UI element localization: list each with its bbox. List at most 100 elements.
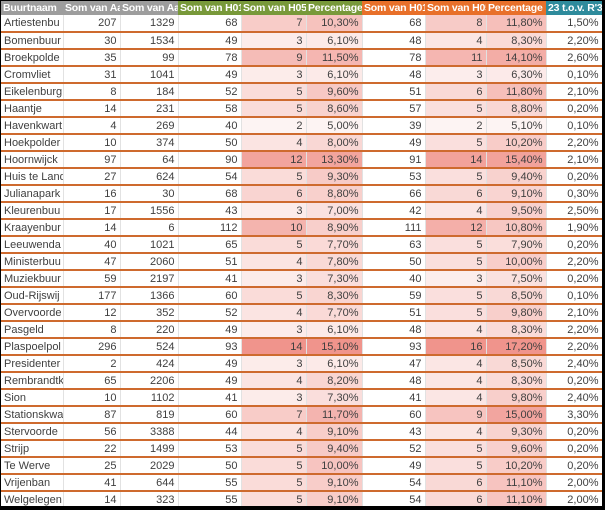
- value-cell[interactable]: 352: [120, 304, 179, 322]
- value-cell[interactable]: 0,20%: [546, 423, 602, 441]
- value-cell[interactable]: 2,10%: [546, 151, 602, 169]
- value-cell[interactable]: 3,30%: [546, 406, 602, 424]
- buurt-name-cell[interactable]: Haantje: [1, 100, 64, 118]
- value-cell[interactable]: 1021: [120, 236, 179, 254]
- buurt-name-cell[interactable]: Plaspoelpol: [1, 338, 64, 356]
- buurt-name-cell[interactable]: Rembrandtk: [1, 372, 64, 390]
- value-cell[interactable]: 5: [241, 491, 307, 506]
- value-cell[interactable]: 54: [178, 168, 242, 186]
- value-cell[interactable]: 87: [63, 406, 121, 424]
- value-cell[interactable]: 40: [362, 270, 426, 288]
- value-cell[interactable]: 68: [362, 15, 426, 33]
- value-cell[interactable]: 9,10%: [306, 491, 363, 506]
- value-cell[interactable]: 5: [241, 236, 307, 254]
- value-cell[interactable]: 8,80%: [486, 100, 547, 118]
- value-cell[interactable]: 78: [178, 49, 242, 67]
- buurt-name-cell[interactable]: Eikelenburg: [1, 83, 64, 101]
- value-cell[interactable]: 184: [120, 83, 179, 101]
- value-cell[interactable]: 2,20%: [546, 32, 602, 50]
- value-cell[interactable]: 2206: [120, 372, 179, 390]
- column-header[interactable]: Buurtnaam: [1, 1, 63, 15]
- value-cell[interactable]: 57: [362, 100, 426, 118]
- value-cell[interactable]: 9,10%: [306, 474, 363, 492]
- value-cell[interactable]: 22: [63, 440, 121, 458]
- value-cell[interactable]: 11: [425, 49, 487, 67]
- value-cell[interactable]: 7: [241, 15, 307, 33]
- value-cell[interactable]: 59: [362, 287, 426, 305]
- value-cell[interactable]: 31: [63, 66, 121, 84]
- value-cell[interactable]: 5: [425, 236, 487, 254]
- value-cell[interactable]: 11,10%: [486, 491, 547, 506]
- value-cell[interactable]: 49: [178, 32, 242, 50]
- value-cell[interactable]: 3: [241, 202, 307, 220]
- value-cell[interactable]: 4: [241, 304, 307, 322]
- column-header[interactable]: Som van H01: [178, 1, 241, 15]
- value-cell[interactable]: 2029: [120, 457, 179, 475]
- value-cell[interactable]: 48: [362, 32, 426, 50]
- value-cell[interactable]: 8,80%: [306, 185, 363, 203]
- value-cell[interactable]: 68: [178, 185, 242, 203]
- value-cell[interactable]: 40: [178, 117, 242, 135]
- value-cell[interactable]: 0,30%: [546, 185, 602, 203]
- value-cell[interactable]: 5: [241, 474, 307, 492]
- value-cell[interactable]: 0,20%: [546, 457, 602, 475]
- value-cell[interactable]: 7,80%: [306, 253, 363, 271]
- value-cell[interactable]: 4: [425, 372, 487, 390]
- value-cell[interactable]: 10,80%: [486, 219, 547, 237]
- value-cell[interactable]: 65: [63, 372, 121, 390]
- value-cell[interactable]: 53: [178, 440, 242, 458]
- value-cell[interactable]: 5: [425, 287, 487, 305]
- value-cell[interactable]: 52: [178, 83, 242, 101]
- value-cell[interactable]: 41: [63, 474, 121, 492]
- value-cell[interactable]: 9: [241, 49, 307, 67]
- value-cell[interactable]: 10: [63, 389, 121, 407]
- value-cell[interactable]: 30: [120, 185, 179, 203]
- value-cell[interactable]: 55: [178, 474, 242, 492]
- value-cell[interactable]: 49: [178, 355, 242, 373]
- value-cell[interactable]: 39: [362, 117, 426, 135]
- value-cell[interactable]: 5: [241, 440, 307, 458]
- value-cell[interactable]: 5: [425, 134, 487, 152]
- buurt-name-cell[interactable]: Oud-Rijswij: [1, 287, 64, 305]
- value-cell[interactable]: 3: [241, 32, 307, 50]
- value-cell[interactable]: 7,30%: [306, 270, 363, 288]
- value-cell[interactable]: 5: [425, 100, 487, 118]
- value-cell[interactable]: 5: [425, 253, 487, 271]
- buurt-name-cell[interactable]: Hoornwijck: [1, 151, 64, 169]
- value-cell[interactable]: 2,10%: [546, 83, 602, 101]
- value-cell[interactable]: 14: [425, 151, 487, 169]
- value-cell[interactable]: 8,30%: [486, 32, 547, 50]
- value-cell[interactable]: 8,30%: [306, 287, 363, 305]
- value-cell[interactable]: 43: [362, 423, 426, 441]
- value-cell[interactable]: 6: [120, 219, 179, 237]
- value-cell[interactable]: 5: [241, 457, 307, 475]
- value-cell[interactable]: 35: [63, 49, 121, 67]
- value-cell[interactable]: 5: [241, 287, 307, 305]
- buurt-name-cell[interactable]: Muziekbuur: [1, 270, 64, 288]
- value-cell[interactable]: 49: [362, 457, 426, 475]
- value-cell[interactable]: 14,10%: [486, 49, 547, 67]
- value-cell[interactable]: 5: [425, 440, 487, 458]
- value-cell[interactable]: 6,10%: [306, 32, 363, 50]
- value-cell[interactable]: 3: [425, 270, 487, 288]
- value-cell[interactable]: 11,10%: [486, 474, 547, 492]
- value-cell[interactable]: 60: [178, 406, 242, 424]
- value-cell[interactable]: 9,30%: [486, 423, 547, 441]
- value-cell[interactable]: 49: [362, 134, 426, 152]
- buurt-name-cell[interactable]: Cromvliet: [1, 66, 64, 84]
- value-cell[interactable]: 0,10%: [546, 287, 602, 305]
- value-cell[interactable]: 7: [241, 406, 307, 424]
- value-cell[interactable]: 5,10%: [486, 117, 547, 135]
- value-cell[interactable]: 10,20%: [486, 457, 547, 475]
- value-cell[interactable]: 177: [63, 287, 121, 305]
- value-cell[interactable]: 231: [120, 100, 179, 118]
- value-cell[interactable]: 269: [120, 117, 179, 135]
- column-header[interactable]: Som van Aan: [120, 1, 178, 15]
- value-cell[interactable]: 4: [241, 253, 307, 271]
- value-cell[interactable]: 4: [63, 117, 121, 135]
- value-cell[interactable]: 9,10%: [306, 423, 363, 441]
- value-cell[interactable]: 11,50%: [306, 49, 363, 67]
- value-cell[interactable]: 8: [63, 321, 121, 339]
- column-header[interactable]: 23 t.o.v. R'30: [546, 1, 602, 15]
- value-cell[interactable]: 14: [241, 338, 307, 356]
